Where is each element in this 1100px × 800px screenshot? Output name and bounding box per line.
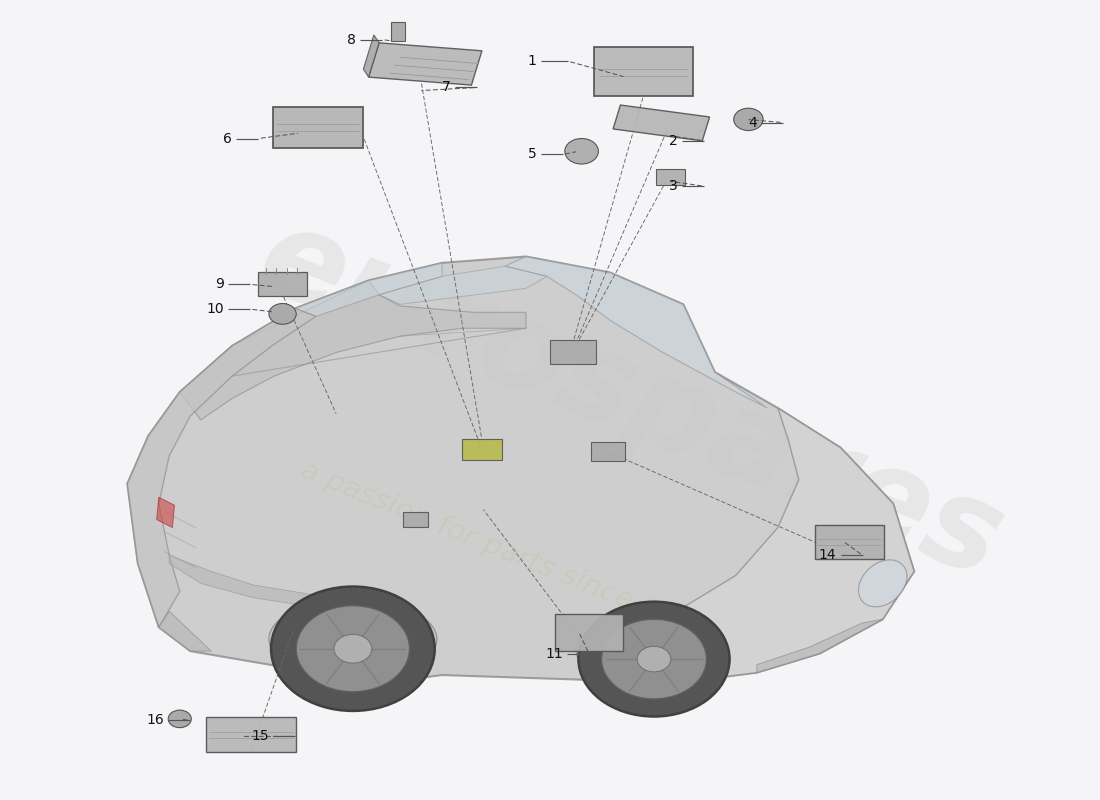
Circle shape — [564, 138, 598, 164]
FancyBboxPatch shape — [462, 439, 502, 460]
Text: 15: 15 — [251, 730, 268, 743]
Polygon shape — [613, 105, 710, 141]
Text: 10: 10 — [206, 302, 223, 316]
Text: 3: 3 — [670, 179, 678, 194]
Polygon shape — [128, 308, 316, 627]
Polygon shape — [379, 266, 547, 304]
Circle shape — [271, 586, 435, 711]
Text: a passion for parts since 1985: a passion for parts since 1985 — [296, 456, 714, 647]
Text: 7: 7 — [442, 81, 450, 94]
Polygon shape — [363, 35, 379, 77]
Text: eurospares: eurospares — [242, 196, 1020, 604]
FancyBboxPatch shape — [591, 442, 625, 462]
Text: 1: 1 — [528, 54, 537, 68]
Circle shape — [579, 602, 729, 717]
Text: 6: 6 — [223, 131, 232, 146]
FancyBboxPatch shape — [206, 718, 296, 752]
FancyBboxPatch shape — [258, 273, 307, 296]
Polygon shape — [295, 263, 442, 316]
Text: 2: 2 — [670, 134, 678, 148]
Polygon shape — [169, 555, 316, 607]
FancyBboxPatch shape — [404, 512, 428, 527]
Circle shape — [637, 646, 671, 672]
Circle shape — [268, 303, 296, 324]
Polygon shape — [609, 408, 914, 681]
FancyBboxPatch shape — [390, 22, 405, 42]
FancyBboxPatch shape — [556, 614, 623, 651]
Text: 4: 4 — [748, 115, 757, 130]
Circle shape — [734, 108, 763, 130]
FancyBboxPatch shape — [550, 340, 596, 364]
Polygon shape — [757, 619, 882, 673]
Ellipse shape — [268, 599, 437, 679]
Circle shape — [602, 619, 706, 699]
Text: 5: 5 — [528, 147, 537, 162]
Polygon shape — [505, 257, 768, 408]
FancyBboxPatch shape — [594, 47, 693, 96]
Polygon shape — [128, 257, 914, 681]
Circle shape — [334, 634, 372, 663]
Circle shape — [296, 606, 409, 692]
FancyBboxPatch shape — [814, 525, 883, 558]
Ellipse shape — [858, 560, 907, 607]
Text: 8: 8 — [348, 33, 356, 46]
Text: 16: 16 — [146, 714, 164, 727]
Text: 11: 11 — [544, 646, 563, 661]
Polygon shape — [158, 611, 211, 651]
Text: 14: 14 — [818, 549, 837, 562]
Polygon shape — [368, 43, 482, 85]
Polygon shape — [156, 498, 175, 527]
FancyBboxPatch shape — [656, 169, 685, 185]
FancyBboxPatch shape — [273, 106, 363, 148]
Ellipse shape — [576, 615, 723, 687]
Polygon shape — [179, 281, 526, 420]
Text: 9: 9 — [214, 278, 223, 291]
Circle shape — [168, 710, 191, 728]
